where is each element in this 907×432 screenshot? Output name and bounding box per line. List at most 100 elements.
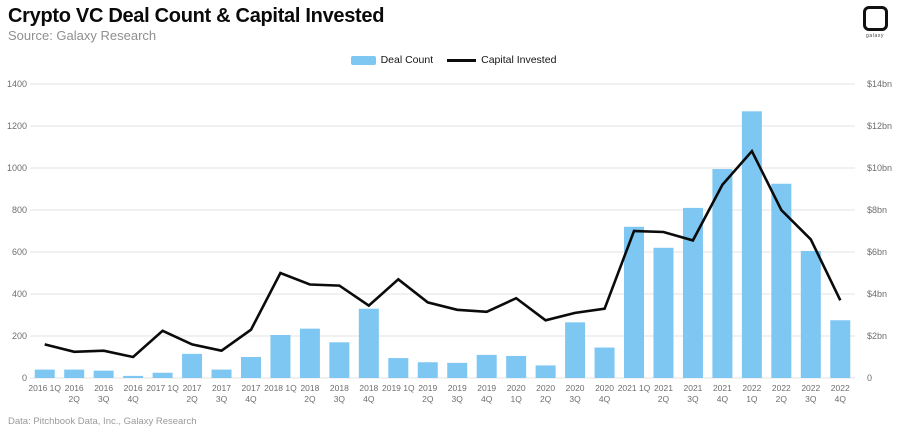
x-axis-label-year: 2019 [418, 383, 437, 393]
legend-item-capital-invested: Capital Invested [447, 54, 556, 66]
left-axis-tick: 800 [12, 205, 27, 215]
left-axis-tick: 400 [12, 289, 27, 299]
x-axis-label: 2016 1Q [28, 383, 61, 393]
x-axis-label-quarter: 4Q [481, 394, 493, 404]
right-axis-tick: $4bn [867, 289, 887, 299]
x-axis-label-quarter: 4Q [835, 394, 847, 404]
left-axis-tick: 200 [12, 331, 27, 341]
bar-2021-1Q [624, 226, 645, 378]
bar-2018-1Q [270, 334, 291, 378]
x-axis-label-year: 2020 [507, 383, 526, 393]
bar-2021-3Q [682, 207, 703, 378]
bar-2018-4Q [358, 308, 379, 378]
x-axis-label-quarter: 3Q [452, 394, 464, 404]
x-axis-label-quarter: 4Q [717, 394, 729, 404]
left-axis-tick: 600 [12, 247, 27, 257]
x-axis-label-quarter: 2Q [540, 394, 552, 404]
bar-2019-1Q [388, 358, 409, 378]
x-axis-label-year: 2016 [65, 383, 84, 393]
bar-2017-4Q [240, 357, 261, 378]
x-axis-label-year: 2016 [124, 383, 143, 393]
bar-2022-4Q [830, 320, 851, 378]
x-axis-label-quarter: 3Q [805, 394, 817, 404]
x-axis-label-year: 2022 [772, 383, 791, 393]
bar-2020-2Q [535, 365, 556, 378]
x-axis-label-year: 2020 [595, 383, 614, 393]
bar-2016-4Q [123, 375, 144, 378]
bar-2021-4Q [712, 169, 733, 378]
x-axis-label-quarter: 4Q [599, 394, 611, 404]
left-axis-tick: 0 [22, 373, 27, 383]
x-axis-label-quarter: 2Q [304, 394, 316, 404]
x-axis-label-quarter: 4Q [127, 394, 139, 404]
bar-2021-2Q [653, 247, 674, 378]
x-axis-label-year: 2018 [330, 383, 349, 393]
chart-source-subtitle: Source: Galaxy Research [8, 28, 157, 43]
galaxy-logo-icon [862, 6, 888, 31]
right-axis-tick: $12bn [867, 121, 892, 131]
bar-2017-3Q [211, 369, 232, 378]
bar-2017-2Q [182, 353, 203, 378]
x-axis-label-quarter: 1Q [510, 394, 522, 404]
bar-2022-3Q [800, 250, 821, 378]
gridlines [30, 83, 855, 379]
x-axis-label-year: 2018 [359, 383, 378, 393]
right-axis-labels: 0 $2bn $4bn $6bn $8bn $10bn $12bn $14bn [867, 79, 892, 383]
x-axis-label-quarter: 1Q [746, 394, 758, 404]
x-axis-label-year: 2021 [683, 383, 702, 393]
bar-2016-2Q [64, 369, 85, 378]
bar-2022-2Q [771, 183, 792, 378]
x-axis-label-quarter: 3Q [687, 394, 699, 404]
x-axis-label-year: 2020 [566, 383, 585, 393]
x-axis-label-year: 2022 [742, 383, 761, 393]
x-axis-label-year: 2017 [212, 383, 231, 393]
bar-2020-3Q [565, 322, 586, 378]
x-axis-label-year: 2019 [477, 383, 496, 393]
x-axis-label: 2019 1Q [382, 383, 415, 393]
bar-2020-4Q [594, 347, 615, 378]
left-axis-tick: 1000 [7, 163, 27, 173]
right-axis-tick: $2bn [867, 331, 887, 341]
x-axis-label-quarter: 4Q [363, 394, 375, 404]
bar-2022-1Q [741, 111, 762, 379]
x-axis-label-year: 2021 [713, 383, 732, 393]
bar-2019-2Q [417, 362, 438, 378]
x-axis-label-quarter: 2Q [658, 394, 670, 404]
bar-2016-1Q [34, 369, 55, 378]
x-axis-label: 2018 1Q [264, 383, 297, 393]
x-axis-label-quarter: 2Q [69, 394, 81, 404]
x-axis-label-quarter: 2Q [186, 394, 198, 404]
combo-chart: 0 200 400 600 800 1000 1200 1400 0 $2bn $4bn $6bn $8… [7, 79, 892, 404]
bar-2018-2Q [299, 328, 320, 378]
x-axis-label-year: 2017 [242, 383, 261, 393]
right-axis-tick: $14bn [867, 79, 892, 89]
legend: Deal Count Capital Invested [0, 54, 907, 66]
deal-count-bars [34, 111, 851, 379]
x-axis-label-quarter: 3Q [569, 394, 581, 404]
x-axis-label-quarter: 2Q [776, 394, 788, 404]
x-axis-label-year: 2022 [831, 383, 850, 393]
bar-2016-3Q [93, 370, 114, 378]
capital-invested-swatch-icon [447, 58, 477, 62]
x-axis-label-year: 2021 [654, 383, 673, 393]
x-axis-label-year: 2022 [801, 383, 820, 393]
capital-invested-line [44, 148, 842, 359]
x-axis-label: 2021 1Q [618, 383, 651, 393]
galaxy-logo: galaxy [855, 6, 895, 39]
x-axis-label-year: 2020 [536, 383, 555, 393]
x-axis-label-year: 2016 [94, 383, 113, 393]
left-axis-tick: 1400 [7, 79, 27, 89]
bar-2019-3Q [447, 362, 468, 378]
left-axis-labels: 0 200 400 600 800 1000 1200 1400 [7, 79, 27, 383]
data-attribution: Data: Pitchbook Data, Inc., Galaxy Resea… [8, 416, 197, 427]
chart-title: Crypto VC Deal Count & Capital Invested [8, 5, 385, 27]
bar-2020-1Q [506, 355, 527, 378]
deal-count-swatch-icon [350, 55, 376, 65]
x-axis-label: 2017 1Q [146, 383, 179, 393]
capital-invested-legend-label: Capital Invested [481, 54, 557, 66]
left-axis-tick: 1200 [7, 121, 27, 131]
legend-item-deal-count: Deal Count [350, 54, 434, 66]
bar-2018-3Q [329, 342, 350, 378]
deal-count-legend-label: Deal Count [380, 54, 434, 66]
